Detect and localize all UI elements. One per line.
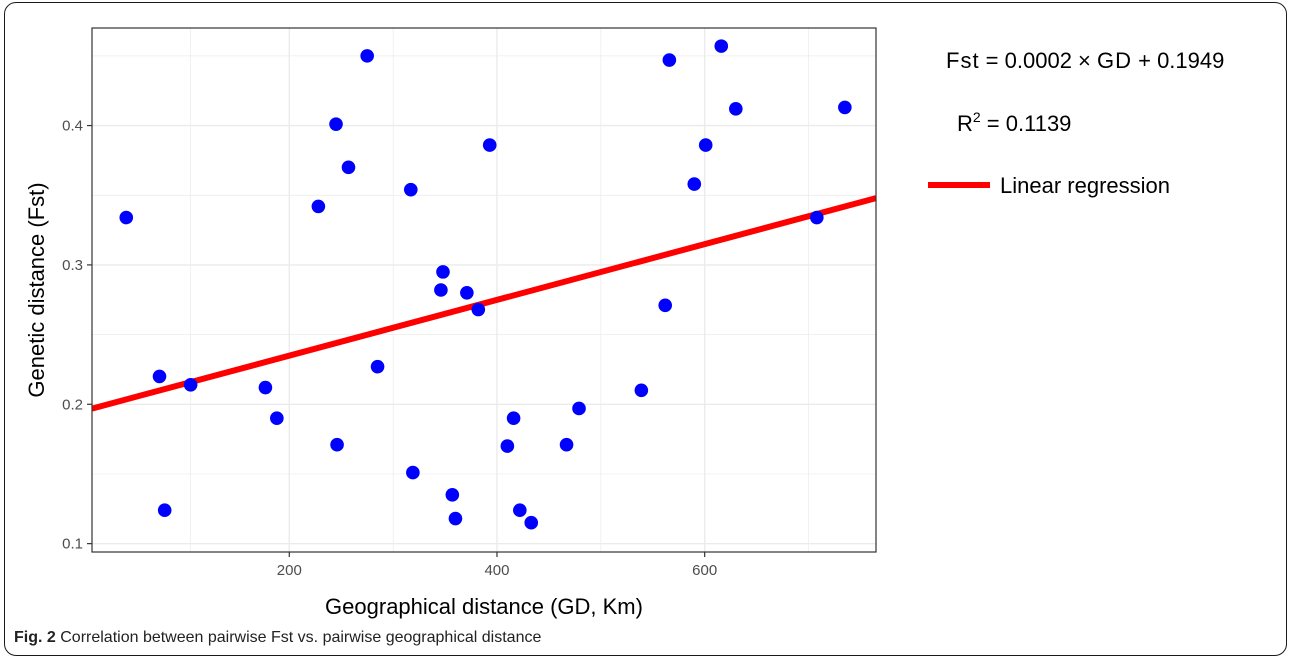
data-point bbox=[482, 138, 497, 152]
data-point bbox=[152, 369, 167, 384]
data-point bbox=[270, 411, 284, 426]
equation-part-1: = 0.0002 × bbox=[980, 48, 1097, 73]
x-tick-label: 200 bbox=[277, 562, 302, 579]
data-point bbox=[360, 49, 374, 63]
data-point bbox=[370, 359, 385, 374]
r-value: = 0.1139 bbox=[981, 111, 1072, 136]
axis-ticks bbox=[87, 124, 706, 557]
data-point bbox=[500, 439, 515, 453]
regression-line-group bbox=[91, 195, 877, 412]
data-point bbox=[687, 177, 702, 191]
data-point bbox=[329, 117, 343, 131]
data-point bbox=[119, 210, 134, 225]
points-group bbox=[119, 39, 852, 530]
data-point bbox=[471, 302, 486, 317]
y-tick-label: 0.4 bbox=[62, 118, 83, 135]
grid-lines bbox=[92, 28, 876, 552]
data-point bbox=[506, 411, 521, 426]
data-point bbox=[838, 100, 852, 115]
data-point bbox=[714, 39, 729, 53]
plot-panel-border bbox=[91, 27, 877, 553]
legend-label: Linear regression bbox=[1000, 173, 1170, 198]
data-point bbox=[258, 380, 273, 395]
figure-caption: Fig. 2 Correlation between pairwise Fst … bbox=[14, 629, 541, 647]
caption-text: Correlation between pairwise Fst vs. pai… bbox=[60, 629, 542, 646]
r-squared: R2 = 0.1139 bbox=[957, 109, 1071, 136]
data-point bbox=[572, 401, 586, 416]
data-point bbox=[662, 53, 677, 67]
data-point bbox=[157, 503, 172, 517]
scatter-chart: 200 400 600 0.1 0.2 0.3 0.4 Geographical dist… bbox=[24, 27, 1224, 619]
data-point bbox=[513, 503, 527, 517]
y-tick-label: 0.3 bbox=[62, 257, 83, 274]
data-point bbox=[729, 102, 743, 116]
regression-equation: Fst = 0.0002 × GD + 0.1949 bbox=[946, 48, 1224, 73]
caption-label: Fig. 2 bbox=[14, 629, 56, 646]
y-axis-title: Genetic distance (Fst) bbox=[24, 182, 49, 397]
data-point bbox=[448, 511, 463, 526]
data-point bbox=[559, 437, 574, 452]
r-label: R bbox=[957, 111, 973, 136]
x-tick-label: 600 bbox=[692, 562, 717, 579]
data-point bbox=[311, 199, 326, 214]
data-point bbox=[183, 377, 198, 392]
data-point bbox=[445, 488, 460, 502]
data-point bbox=[634, 383, 649, 398]
fst-label: Fst bbox=[946, 48, 980, 73]
figure-frame bbox=[4, 2, 1287, 656]
data-point bbox=[341, 160, 356, 175]
y-tick-labels: 0.1 0.2 0.3 0.4 bbox=[62, 118, 83, 553]
data-point bbox=[524, 515, 539, 530]
data-point bbox=[810, 210, 824, 225]
data-point bbox=[460, 285, 474, 300]
data-point bbox=[434, 283, 448, 297]
data-point bbox=[406, 465, 420, 480]
data-point bbox=[330, 437, 344, 452]
gd-label: GD bbox=[1097, 48, 1132, 73]
x-tick-labels: 200 400 600 bbox=[277, 562, 717, 579]
r-superscript: 2 bbox=[973, 109, 981, 125]
y-tick-label: 0.2 bbox=[62, 396, 83, 413]
regression-line bbox=[91, 195, 877, 412]
x-axis-title: Geographical distance (GD, Km) bbox=[325, 594, 643, 619]
data-point bbox=[658, 298, 673, 313]
data-point bbox=[403, 182, 418, 197]
data-point bbox=[436, 265, 450, 279]
equation-part-2: + 0.1949 bbox=[1132, 48, 1224, 73]
y-tick-label: 0.1 bbox=[62, 536, 83, 553]
data-point bbox=[698, 138, 713, 152]
x-tick-label: 400 bbox=[484, 562, 509, 579]
